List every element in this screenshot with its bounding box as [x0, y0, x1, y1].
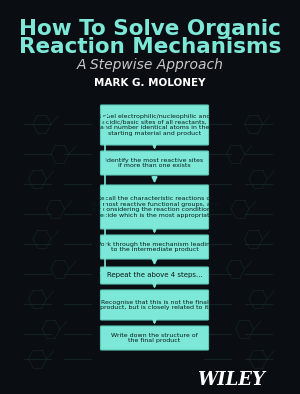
Text: Recognise that this is not the final
product, but is closely related to it: Recognise that this is not the final pro… [100, 299, 209, 310]
Text: MARK G. MOLONEY: MARK G. MOLONEY [94, 78, 206, 88]
Text: A Stepwise Approach: A Stepwise Approach [76, 58, 224, 72]
Text: Work through the mechanism leading
to the intermediate product: Work through the mechanism leading to th… [95, 242, 214, 253]
Text: Reaction Mechanisms: Reaction Mechanisms [19, 37, 281, 57]
Text: Recall the characteristic reactions of
the most reactive functional groups, and
: Recall the characteristic reactions of t… [90, 196, 219, 218]
FancyBboxPatch shape [100, 290, 208, 320]
FancyBboxPatch shape [100, 185, 208, 229]
FancyBboxPatch shape [100, 105, 208, 145]
FancyBboxPatch shape [100, 326, 208, 350]
Text: Identify the most reactive sites
if more than one exists: Identify the most reactive sites if more… [105, 158, 204, 168]
FancyBboxPatch shape [100, 235, 208, 259]
Text: Label electrophilic/nucleophilic and
acidic/basic sites of all reactants,
and nu: Label electrophilic/nucleophilic and aci… [99, 114, 210, 136]
Text: Repeat the above 4 steps...: Repeat the above 4 steps... [106, 273, 202, 279]
FancyBboxPatch shape [100, 151, 208, 175]
FancyBboxPatch shape [100, 267, 208, 284]
Text: WILEY: WILEY [197, 371, 265, 389]
Text: Write down the structure of
the final product: Write down the structure of the final pr… [111, 333, 198, 344]
Text: How To Solve Organic: How To Solve Organic [19, 19, 281, 39]
